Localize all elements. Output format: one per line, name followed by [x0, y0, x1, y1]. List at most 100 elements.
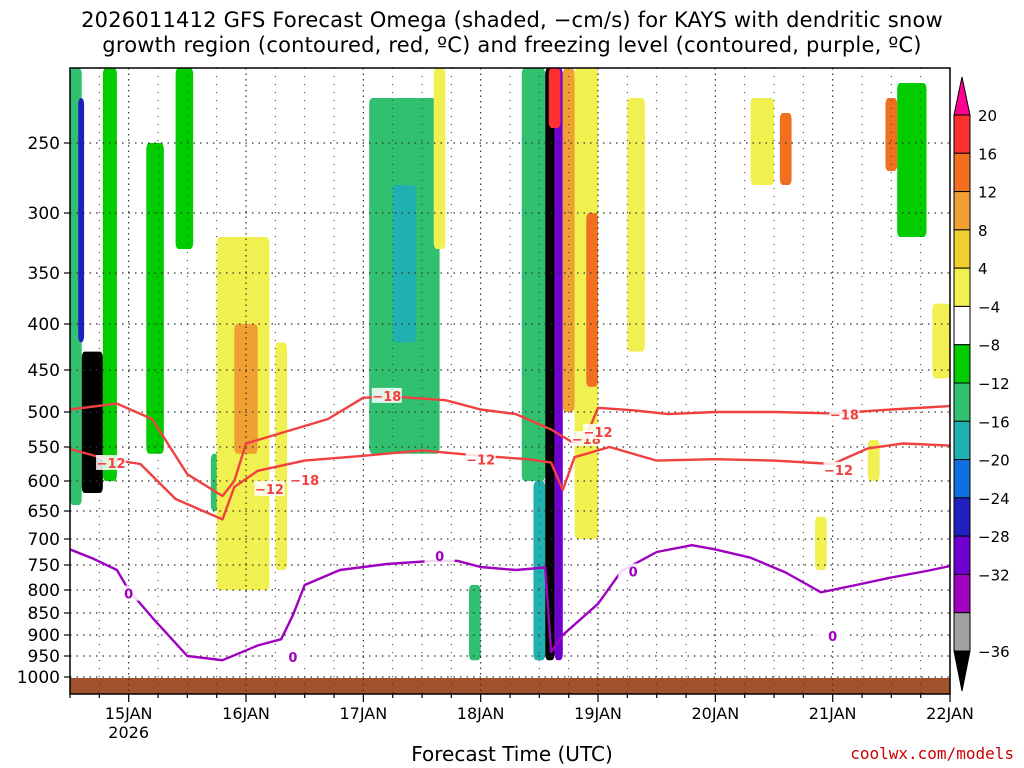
omega-cell-15 — [533, 481, 546, 661]
omega-cell-19 — [562, 68, 575, 412]
colorbar-segment-8 — [953, 382, 971, 422]
x-tick-label-17: 17JAN — [339, 704, 387, 723]
x-tick-label-18: 18JAN — [457, 704, 505, 723]
x-tick-label-20: 20JAN — [691, 704, 739, 723]
y-tick-label-800: 800 — [28, 581, 60, 601]
y-tick-label-850: 850 — [28, 604, 60, 624]
contour-label-bg-2-0 — [113, 585, 144, 601]
colorbar-label-1: 16 — [978, 145, 997, 163]
contour-label-bg-1-3 — [583, 424, 613, 439]
contour-label-bg-2-2 — [424, 548, 455, 564]
colorbar-segment-1 — [953, 114, 971, 154]
contour-line-0 — [70, 395, 950, 498]
omega-cell-8 — [234, 324, 258, 454]
y-tick-label-650: 650 — [28, 502, 60, 522]
contour-label-1-1: −12 — [255, 483, 284, 498]
contour-line-2 — [70, 544, 950, 662]
colorbar-segment-6 — [953, 305, 971, 346]
y-tick-label-900: 900 — [28, 626, 60, 646]
x-axis-label: Forecast Time (UTC) — [411, 742, 613, 766]
colorbar-label-13: −36 — [978, 643, 1010, 661]
y-tick-label-350: 350 — [28, 264, 60, 284]
contour-label-bg-0-1 — [371, 387, 402, 403]
omega-cell-4 — [146, 143, 164, 454]
colorbar-segment-9 — [953, 420, 971, 461]
y-axis: 2503003504004505005506006507007508008509… — [17, 134, 70, 688]
colorbar-segment-2 — [953, 152, 971, 193]
omega-cell-17 — [554, 68, 563, 661]
colorbar-label-9: −20 — [978, 452, 1010, 470]
ground-strip — [70, 678, 950, 694]
gridlines — [69, 68, 951, 694]
omega-cell-29 — [867, 440, 880, 481]
y-tick-label-500: 500 — [28, 403, 60, 423]
omega-cell-3 — [102, 68, 117, 481]
colorbar-segment-4 — [953, 229, 971, 269]
contour-label-2-0: 0 — [124, 588, 133, 603]
contour-label-2-3: 0 — [629, 566, 638, 581]
contour-label-2-1: 0 — [288, 651, 297, 666]
omega-cell-2 — [78, 98, 85, 343]
contour-label-bg-2-3 — [618, 563, 649, 579]
contour-label-0-3: −18 — [830, 409, 859, 424]
omega-cell-9 — [275, 342, 288, 570]
colorbar-segment-12 — [953, 535, 971, 575]
contour-label-1-3: −12 — [584, 426, 613, 441]
contour-line-1 — [70, 442, 950, 521]
contour-label-1-4: −12 — [824, 464, 853, 479]
colorbar-label-11: −28 — [978, 528, 1010, 546]
colorbar-label-12: −32 — [978, 566, 1010, 584]
colorbar-label-6: −8 — [978, 337, 1000, 355]
colorbar-top-triangle — [953, 76, 971, 116]
x-tick-sublabel-15: 2026 — [108, 723, 149, 742]
y-tick-label-700: 700 — [28, 530, 60, 550]
x-tick-label-16: 16JAN — [222, 704, 270, 723]
omega-cell-16 — [545, 68, 555, 661]
x-tick-label-21: 21JAN — [809, 704, 857, 723]
contour-label-bg-2-4 — [817, 628, 848, 644]
omega-cell-27 — [932, 303, 950, 379]
colorbar-label-10: −24 — [978, 490, 1010, 508]
omega-cell-25 — [885, 98, 898, 171]
y-tick-label-250: 250 — [28, 134, 60, 154]
colorbar-legend: 20 16 12 8 4 −4 −8 −12 −16 −20 −24 −28 −32 −36 — [953, 76, 1010, 692]
contour-label-0-1: −18 — [372, 390, 401, 405]
omega-cell-26 — [897, 83, 927, 237]
colorbar-segment-5 — [953, 267, 971, 307]
colorbar-segment-3 — [953, 191, 971, 231]
contour-label-bg-0-3 — [829, 406, 860, 422]
colorbar-label-2: 12 — [978, 184, 997, 202]
credit-text: coolwx.com/models — [850, 744, 1014, 763]
y-tick-label-950: 950 — [28, 647, 60, 667]
y-tick-label-400: 400 — [28, 315, 60, 335]
contour-label-bg-1-0 — [96, 455, 127, 470]
colorbar-segment-7 — [953, 344, 971, 384]
colorbar-label-8: −16 — [978, 413, 1010, 431]
y-tick-label-300: 300 — [28, 204, 60, 224]
omega-cell-11 — [392, 185, 417, 343]
colorbar-label-0: 20 — [978, 107, 997, 125]
chart-title-line2: growth region (contoured, red, ºC) and f… — [102, 33, 922, 57]
omega-cell-22 — [627, 98, 645, 352]
x-tick-label-15: 15JAN — [105, 704, 153, 723]
y-tick-label-600: 600 — [28, 472, 60, 492]
chart-title-line1: 2026011412 GFS Forecast Omega (shaded, −… — [81, 8, 943, 32]
omega-cell-13 — [468, 585, 481, 661]
contour-label-2-4: 0 — [828, 630, 837, 645]
omega-cell-23 — [750, 98, 774, 185]
y-tick-label-550: 550 — [28, 438, 60, 458]
contour-label-bg-2-1 — [277, 649, 308, 665]
omega-cell-12 — [433, 68, 446, 249]
y-tick-label-1000: 1000 — [17, 668, 60, 688]
colorbar-label-5: −4 — [978, 298, 1000, 316]
contour-label-1-2: −12 — [466, 454, 495, 469]
colorbar-bottom-triangle — [953, 650, 971, 692]
contour-label-bg-1-1 — [254, 481, 285, 496]
omega-cell-14 — [521, 68, 546, 481]
contour-label-bg-0-0 — [289, 472, 320, 487]
colorbar-label-4: 4 — [978, 260, 988, 278]
colorbar-segment-11 — [953, 497, 971, 537]
